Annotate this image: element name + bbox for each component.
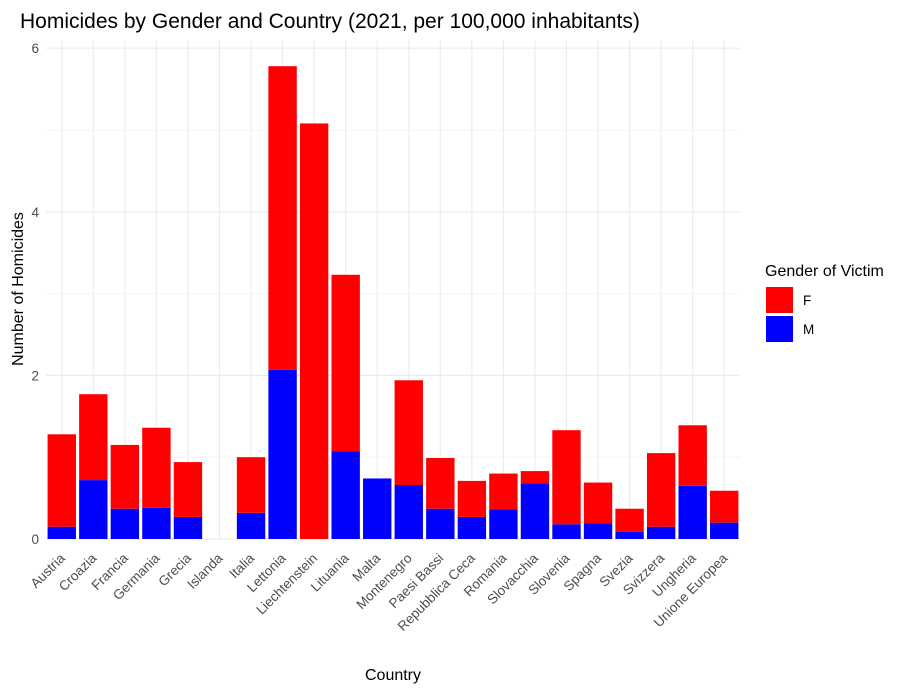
bar-m-slovacchia [520, 483, 550, 539]
bar-m-italia [236, 512, 266, 539]
bar-m-germania [142, 507, 171, 539]
bar-f-lituania [331, 274, 360, 452]
bar-f-slovenia [552, 430, 581, 525]
bar-m-unione-europea [710, 522, 739, 539]
bar-f-repubblica-ceca [457, 480, 487, 517]
bar-f-paesi-bassi [426, 458, 455, 509]
legend-key-m [766, 316, 793, 342]
legend-label-m: M [803, 322, 814, 337]
bar-m-lituania [331, 451, 360, 539]
bar-f-lettonia [268, 66, 297, 370]
bar-f-liechtenstein [299, 123, 329, 540]
y-axis-title: Number of Homicides [10, 212, 27, 366]
bar-f-germania [142, 427, 171, 508]
y-tick-label: 0 [31, 532, 39, 547]
bar-f-slovacchia [520, 471, 550, 484]
bar-m-croazia [79, 480, 108, 539]
bar-m-austria [47, 526, 76, 539]
bar-f-croazia [79, 394, 108, 481]
bar-m-repubblica-ceca [457, 516, 487, 539]
bar-m-grecia [173, 516, 203, 539]
bar-f-svezia [615, 508, 644, 532]
chart-title: Homicides by Gender and Country (2021, p… [20, 10, 640, 33]
bar-f-grecia [173, 462, 203, 517]
y-axis-ticks: 0 2 4 6 [31, 41, 39, 547]
bar-f-romania [489, 473, 518, 510]
bar-f-francia [110, 444, 140, 509]
bar-m-paesi-bassi [426, 508, 455, 539]
legend-title: Gender of Victim [765, 263, 884, 280]
x-axis-title: Country [365, 667, 421, 684]
bar-m-francia [110, 508, 140, 539]
bar-f-austria [47, 434, 76, 527]
bar-f-montenegro [394, 380, 423, 486]
bar-f-unione-europea [710, 490, 739, 523]
legend: Gender of Victim FM [765, 263, 884, 342]
bar-m-malta [363, 478, 392, 539]
bar-m-spagna [583, 523, 613, 539]
bar-m-svizzera [646, 526, 676, 539]
bar-m-svezia [615, 531, 644, 539]
bar-f-italia [236, 457, 266, 513]
grid [46, 40, 740, 540]
bar-f-svizzera [646, 453, 676, 527]
y-tick-label: 4 [31, 205, 39, 220]
legend-label-f: F [803, 293, 811, 308]
bar-f-spagna [583, 482, 613, 524]
bar-m-montenegro [394, 485, 423, 539]
x-tick-label: Islanda [184, 550, 226, 592]
y-tick-label: 6 [31, 41, 39, 56]
bar-m-slovenia [552, 524, 581, 539]
bars [47, 66, 739, 540]
legend-key-f [766, 287, 793, 313]
bar-f-ungheria [678, 425, 707, 486]
bar-m-romania [489, 509, 518, 539]
y-tick-label: 2 [31, 368, 39, 383]
x-axis-ticks: AustriaCroaziaFranciaGermaniaGreciaIslan… [28, 550, 731, 634]
bar-m-ungheria [678, 485, 707, 539]
bar-m-lettonia [268, 369, 297, 539]
